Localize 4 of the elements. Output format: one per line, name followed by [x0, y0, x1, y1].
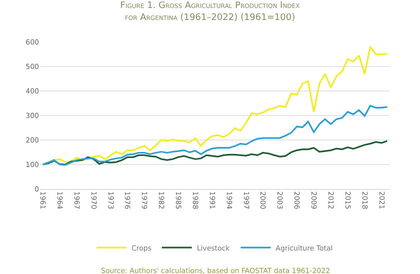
line-series: [42, 46, 388, 166]
line-series: [42, 140, 388, 166]
line-series: [42, 104, 388, 166]
chart-title: Figure 1. Gross Agricultural Production Index for Argentina (1961–2022) (1961=100): [120, 1, 300, 23]
